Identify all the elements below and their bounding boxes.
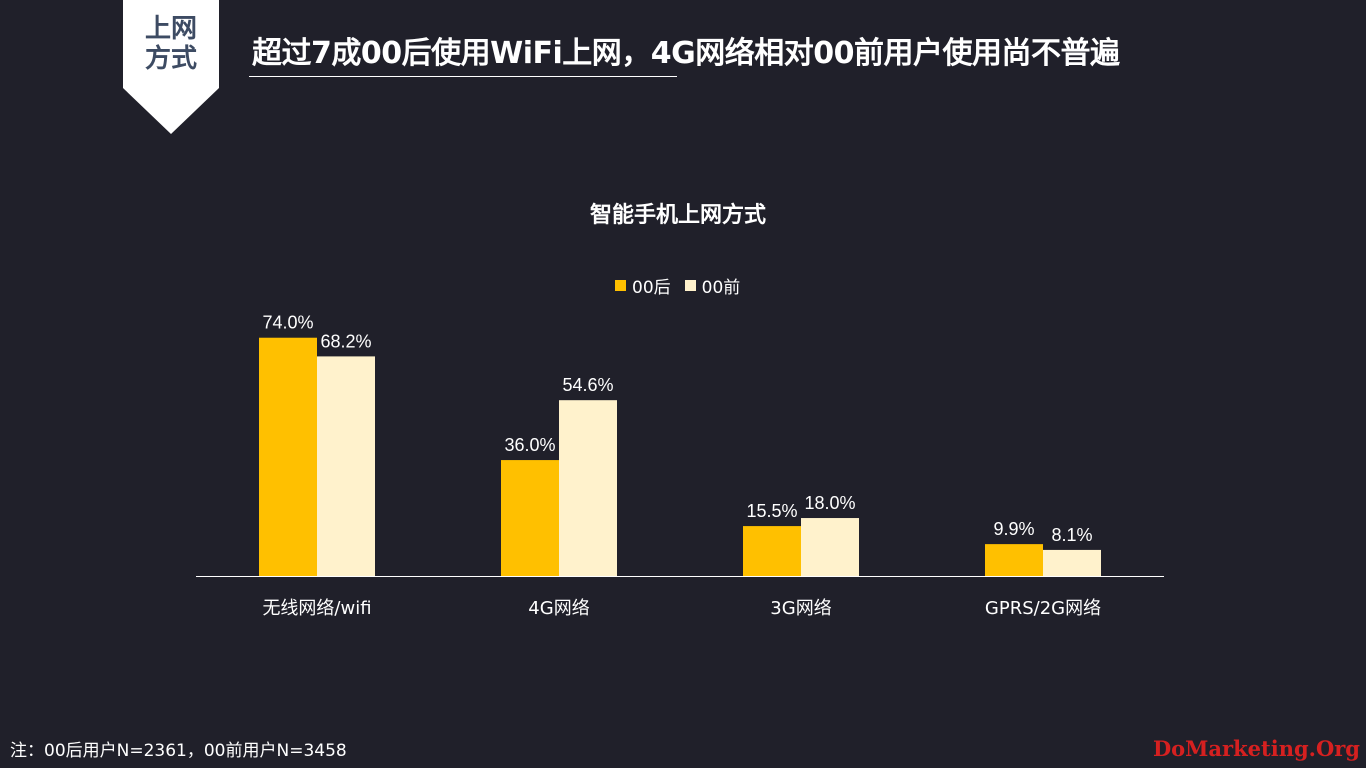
badge-text: 上网 方式 xyxy=(123,14,219,74)
bar-before00-2 xyxy=(801,518,859,576)
data-label-before00-2: 18.0% xyxy=(804,493,855,513)
badge-line1: 上网 xyxy=(144,14,197,44)
legend-swatch-after00 xyxy=(615,279,626,291)
legend-swatch-before00 xyxy=(684,279,696,291)
headline-underline xyxy=(249,76,677,77)
category-label-3: GPRS/2G网络 xyxy=(985,598,1101,619)
category-label-1: 4G网络 xyxy=(528,598,589,619)
data-label-before00-1: 54.6% xyxy=(562,375,613,395)
data-label-before00-0: 68.2% xyxy=(320,331,371,351)
category-label-0: 无线网络/wifi xyxy=(262,598,371,619)
badge-line2: 方式 xyxy=(144,44,197,74)
page-headline: 超过7成00后使用WiFi上网，4G网络相对00前用户使用尚不普遍 xyxy=(252,36,1120,71)
data-label-after00-1: 36.0% xyxy=(504,435,555,455)
category-label-2: 3G网络 xyxy=(770,598,831,619)
legend-item-before00: 00前 xyxy=(684,273,741,298)
bar-before00-1 xyxy=(559,400,617,576)
data-label-after00-0: 74.0% xyxy=(262,313,313,333)
data-label-after00-2: 15.5% xyxy=(746,501,797,521)
bar-before00-0 xyxy=(317,356,375,576)
watermark: DoMarketing.Org xyxy=(1152,736,1360,761)
legend-item-after00: 00后 xyxy=(615,273,671,298)
section-badge: 上网 方式 xyxy=(123,0,219,134)
bar-before00-3 xyxy=(1043,549,1101,576)
sample-note: 注：00后用户N=2361，00前用户N=3458 xyxy=(10,741,347,761)
data-label-before00-3: 8.1% xyxy=(1051,525,1092,545)
bar-after00-3 xyxy=(985,544,1043,576)
legend-label-before00: 00前 xyxy=(701,277,741,298)
bar-after00-1 xyxy=(501,460,559,576)
chart-legend: 00后 00前 xyxy=(615,273,754,298)
data-label-after00-3: 9.9% xyxy=(993,519,1034,539)
chart-title: 智能手机上网方式 xyxy=(589,203,766,228)
bar-after00-2 xyxy=(743,526,801,576)
bar-after00-0 xyxy=(259,337,317,576)
legend-label-after00: 00后 xyxy=(632,277,671,298)
badge-shape xyxy=(123,0,219,134)
